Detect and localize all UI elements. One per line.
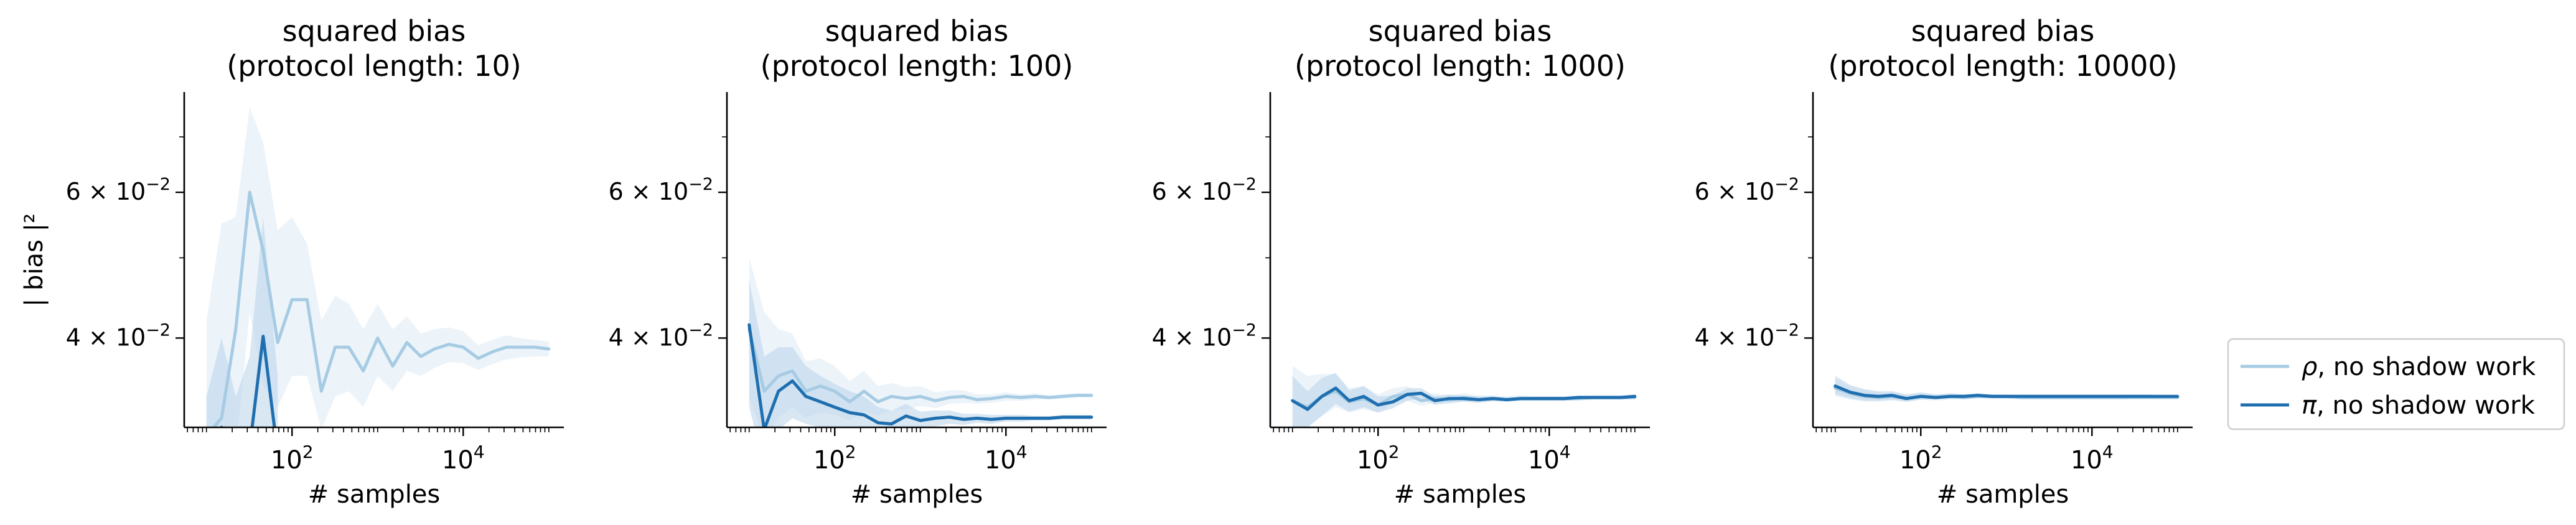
plot-area bbox=[747, 258, 1094, 427]
x-tick-label: 102 bbox=[271, 442, 314, 475]
x-tick-label: 104 bbox=[985, 442, 1028, 475]
series-line-pi bbox=[747, 323, 1094, 427]
x-axis-label: # samples bbox=[1394, 480, 1527, 509]
y-axis-label: | bias |² bbox=[20, 213, 49, 307]
legend: ρ, no shadow work π, no shadow work bbox=[2227, 338, 2565, 430]
x-tick-label: 102 bbox=[1899, 442, 1942, 475]
y-tick-label: 6 × 10−2 bbox=[1695, 175, 1799, 205]
chart-title-line1: squared bias bbox=[1369, 14, 1552, 48]
x-tick-label: 104 bbox=[2071, 442, 2114, 475]
series-line-pi bbox=[1291, 386, 1637, 411]
chart-title-line1: squared bias bbox=[825, 14, 1009, 48]
x-tick-label: 104 bbox=[1528, 442, 1571, 475]
y-tick-label: 6 × 10−2 bbox=[66, 175, 171, 205]
panel-1: 102 104 4 × 10−2 6 × 10−2 squared bias(proto… bbox=[20, 14, 564, 509]
chart-title-line2: (protocol length: 100) bbox=[761, 49, 1074, 83]
plot-area bbox=[1834, 376, 2180, 402]
chart-title-line2: (protocol length: 1000) bbox=[1295, 49, 1626, 83]
y-tick-label: 6 × 10−2 bbox=[1152, 175, 1257, 205]
y-tick-label: 4 × 10−2 bbox=[609, 320, 713, 351]
chart-title-line1: squared bias bbox=[283, 14, 466, 48]
y-tick-label: 4 × 10−2 bbox=[66, 320, 171, 351]
series-line-rho bbox=[211, 190, 551, 427]
series-line-rho bbox=[747, 327, 1094, 404]
x-axis-label: # samples bbox=[308, 480, 441, 509]
series-line-pi bbox=[220, 335, 276, 427]
chart-title-line2: (protocol length: 10000) bbox=[1828, 49, 2177, 83]
x-axis-label: # samples bbox=[851, 480, 983, 509]
chart-title-line2: (protocol length: 10) bbox=[227, 49, 521, 83]
chart-title-line1: squared bias bbox=[1911, 14, 2095, 48]
x-tick-label: 102 bbox=[813, 442, 856, 475]
legend-box bbox=[2227, 338, 2565, 430]
series-line-pi bbox=[1834, 384, 2180, 401]
x-tick-label: 104 bbox=[442, 442, 485, 475]
panel-2: 102 104 4 × 10−2 6 × 10−2 squared bias(proto… bbox=[609, 14, 1107, 509]
legend-label-rho: ρ, no shadow work bbox=[2302, 353, 2536, 381]
y-tick-label: 4 × 10−2 bbox=[1152, 320, 1257, 351]
panel-3: 102 104 4 × 10−2 6 × 10−2 squared bias(proto… bbox=[1152, 14, 1650, 509]
plot-area bbox=[1291, 366, 1637, 427]
x-tick-label: 102 bbox=[1357, 442, 1400, 475]
plot-area bbox=[206, 107, 551, 427]
panel-4: 102 104 4 × 10−2 6 × 10−2 squared bias(proto… bbox=[1695, 14, 2193, 509]
y-tick-label: 6 × 10−2 bbox=[609, 175, 713, 205]
y-tick-label: 4 × 10−2 bbox=[1695, 320, 1799, 351]
legend-label-pi: π, no shadow work bbox=[2302, 391, 2536, 420]
confidence-band-pi bbox=[1292, 373, 1635, 427]
x-axis-label: # samples bbox=[1937, 480, 2069, 509]
